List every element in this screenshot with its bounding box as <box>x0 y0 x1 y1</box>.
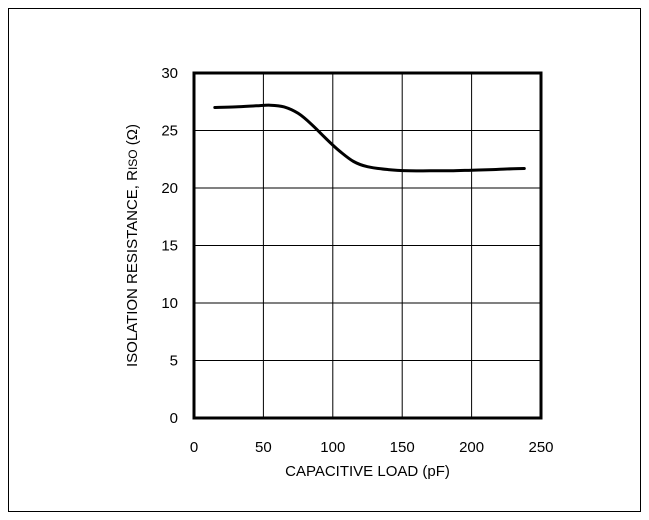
series-line-isolation-resistance <box>213 103 526 173</box>
x-tick-label: 0 <box>190 439 198 456</box>
figure-border <box>8 8 641 512</box>
x-tick-label: 250 <box>528 439 553 456</box>
x-tick-label: 100 <box>320 439 345 456</box>
chart-grid <box>194 73 541 418</box>
x-axis-tick-labels: 0 50 100 150 200 250 <box>190 439 554 456</box>
y-axis-label-main: ISOLATION RESISTANCE, R <box>124 170 141 367</box>
y-tick-label: 15 <box>161 238 178 255</box>
y-tick-label: 20 <box>161 180 178 197</box>
y-tick-label: 30 <box>161 65 178 82</box>
y-axis-tick-labels: 0 5 10 15 20 25 30 <box>161 65 178 427</box>
x-tick-label: 150 <box>390 439 415 456</box>
x-tick-label: 200 <box>459 439 484 456</box>
y-tick-label: 0 <box>170 410 178 427</box>
y-axis-label-subscript: ISO <box>126 149 140 170</box>
y-tick-label: 5 <box>170 353 178 370</box>
y-axis-label: ISOLATION RESISTANCE, RISO (Ω) <box>124 124 141 367</box>
x-tick-label: 50 <box>255 439 272 456</box>
plot-frame <box>192 71 543 420</box>
y-axis-label-unit: (Ω) <box>124 124 141 149</box>
y-tick-label: 10 <box>161 295 178 312</box>
y-tick-label: 25 <box>161 123 178 140</box>
x-axis-label: CAPACITIVE LOAD (pF) <box>285 463 450 480</box>
